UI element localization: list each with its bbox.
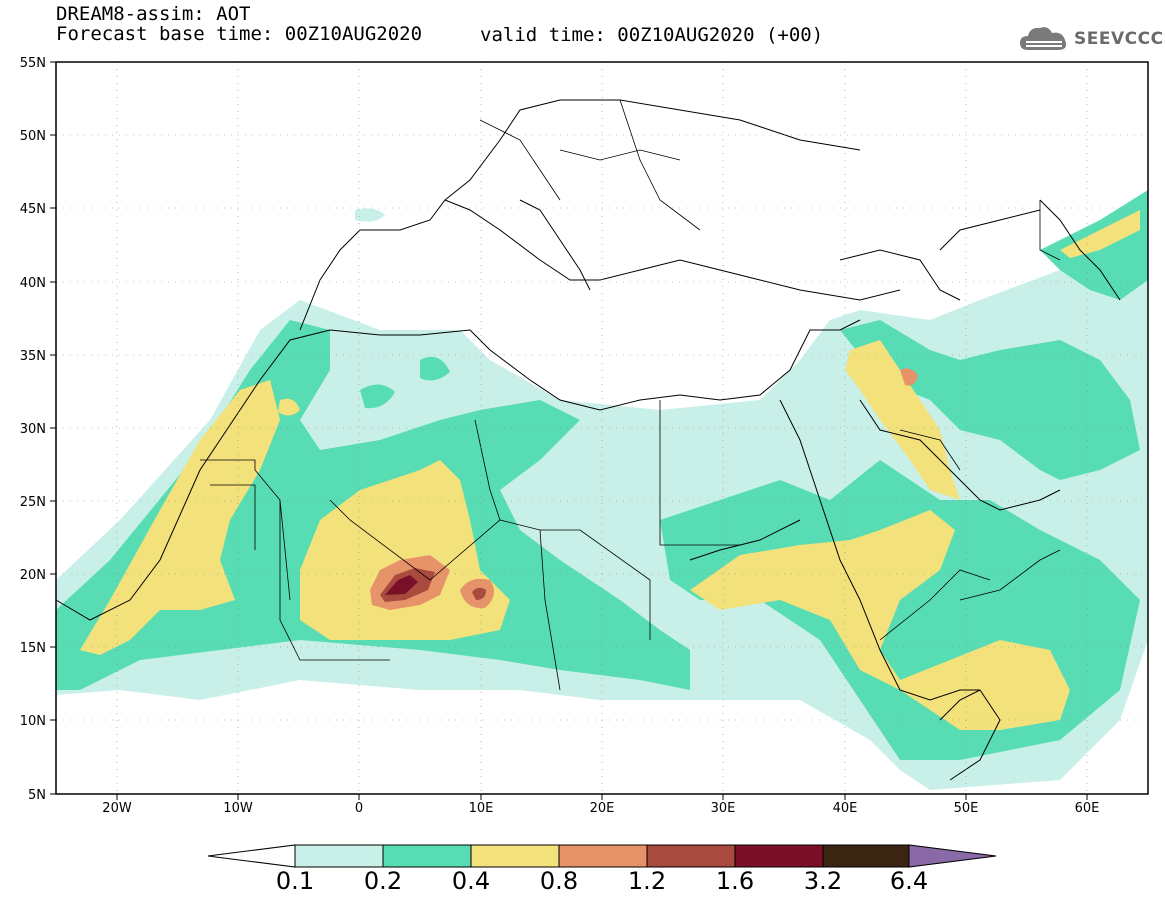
title-line1: DREAM8-assim: AOT — [56, 3, 251, 25]
colorbar-segment — [646, 844, 736, 868]
map-area — [55, 61, 1149, 795]
lat-ticks — [50, 61, 56, 795]
colorbar-segment — [382, 844, 472, 868]
logo-text: SEEVCCC — [1074, 29, 1164, 49]
lon-ticks — [116, 794, 1088, 800]
colorbar-label: 1.6 — [715, 867, 755, 895]
colorbar-left-arrow — [207, 844, 296, 868]
lat-label: 25N — [20, 495, 46, 510]
colorbar-label: 0.1 — [275, 867, 315, 895]
lon-label: 50E — [954, 801, 979, 816]
lat-label: 55N — [20, 56, 46, 71]
aot-layer-03 — [80, 210, 1140, 730]
title-line2: Forecast base time: 00Z10AUG2020 — [56, 23, 423, 45]
lon-axis: 20W 10W 0 10E 20E 30E 40E 50E 60E — [102, 801, 1099, 816]
lat-label: 50N — [20, 129, 46, 144]
valid-time: valid time: 00Z10AUG2020 (+00) — [480, 24, 824, 46]
colorbar-label: 3.2 — [803, 867, 843, 895]
colorbar-label: 0.8 — [539, 867, 579, 895]
colorbar-label: 0.2 — [363, 867, 403, 895]
colorbar-segment — [470, 844, 560, 868]
colorbar-label: 0.4 — [451, 867, 491, 895]
lat-label: 5N — [28, 788, 46, 803]
colorbar-segment — [294, 844, 384, 868]
lon-label: 0 — [355, 801, 363, 816]
lat-label: 40N — [20, 276, 46, 291]
aot-layer-06 — [385, 575, 418, 595]
lon-label: 40E — [833, 801, 858, 816]
lon-label: 20E — [590, 801, 615, 816]
graticule — [56, 62, 1148, 794]
lon-label: 30E — [711, 801, 736, 816]
lon-label: 10E — [469, 801, 494, 816]
lat-label: 35N — [20, 349, 46, 364]
lat-label: 15N — [20, 641, 46, 656]
lon-label: 20W — [102, 801, 132, 816]
title-block: DREAM8-assim: AOT Forecast base time: 00… — [56, 4, 422, 44]
lat-label: 10N — [20, 714, 46, 729]
colorbar-segment — [558, 844, 648, 868]
lat-label: 30N — [20, 422, 46, 437]
colorbar-label: 6.4 — [889, 867, 929, 895]
lat-axis: 55N 50N 45N 40N 35N 30N 25N 20N 15N 10N … — [20, 56, 46, 803]
lon-label: 60E — [1075, 801, 1100, 816]
coastlines — [55, 99, 1121, 781]
logo: SEEVCCC — [1018, 24, 1164, 54]
lat-label: 20N — [20, 568, 46, 583]
colorbar — [207, 844, 997, 868]
colorbar-right-arrow — [908, 844, 997, 868]
lat-label: 45N — [20, 202, 46, 217]
colorbar-segment — [734, 844, 824, 868]
lon-label: 10W — [223, 801, 253, 816]
borders — [200, 99, 1061, 691]
colorbar-label: 1.2 — [627, 867, 667, 895]
cloud-logo-icon — [1020, 27, 1067, 50]
colorbar-segment — [822, 844, 910, 868]
